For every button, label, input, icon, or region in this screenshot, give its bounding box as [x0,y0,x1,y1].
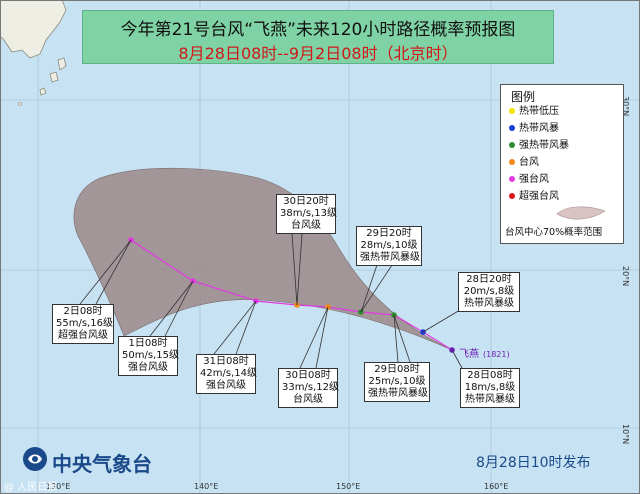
callout-class: 热带风暴级 [465,394,515,405]
callout-class: 强台风级 [128,362,168,373]
callout-class: 强热带风暴级 [360,252,420,263]
legend-item-sts: 强热带风暴 [509,139,569,153]
legend-label: 超强台风 [519,191,559,202]
callout-29d08: 29日08时 25m/s,10级 强热带风暴级 [364,362,430,402]
legend-dot-icon [509,108,515,114]
legend-label: 热带低压 [519,106,559,117]
legend-dot-icon [509,125,515,131]
callout-time: 29日08时 [374,364,420,375]
lat-label-30: 30°N [621,96,630,117]
legend-dot-icon [509,159,515,165]
callout-time: 31日08时 [203,356,249,367]
lon-label-160: 160°E [484,482,509,491]
legend-item-superty: 超强台风 [509,190,559,204]
legend-dot-icon [509,176,515,182]
callout-29d20: 29日20时 28m/s,10级 强热带风暴级 [356,226,422,266]
legend-dot-icon [509,193,515,199]
lon-label-130: 130°E [46,482,71,491]
lat-label-10: 10°N [621,424,630,445]
callout-time: 28日08时 [467,370,513,381]
callout-1d08: 1日08时 50m/s,15级 强台风级 [118,336,179,376]
callout-31d08: 31日08时 42m/s,14级 强台风级 [196,354,257,394]
storm-number: (1821) [483,350,510,359]
legend-label: 强热带风暴 [519,140,569,151]
title-line-2: 8月28日08时--9月2日08时（北京时） [178,44,458,63]
callout-speed: 33m/s,12级 [282,382,339,393]
callout-time: 2日08时 [63,306,103,317]
lon-label-140: 140°E [194,482,219,491]
legend-panel: 图例 热带低压 热带风暴 强热带风暴 台风 强台风 超强台风 台风中心70%概率… [500,84,624,244]
callout-speed: 42m/s,14级 [200,368,257,379]
legend-label: 台风 [519,157,539,168]
storm-name-label: 飞燕 (1821) [459,345,510,360]
cma-logo: 中央气象台 [22,446,192,476]
callout-time: 1日08时 [128,338,168,349]
callout-class: 热带风暴级 [464,298,514,309]
callout-speed: 25m/s,10级 [368,376,426,387]
legend-item-sty: 强台风 [509,173,549,187]
callout-speed: 18m/s,8级 [464,382,516,393]
callout-time: 30日20时 [283,196,329,207]
callout-time: 29日20时 [366,228,412,239]
legend-label: 强台风 [519,174,549,185]
callout-class: 强台风级 [206,380,246,391]
callout-time: 30日08时 [285,370,331,381]
callout-speed: 55m/s,16级 [56,318,113,329]
callout-speed: 28m/s,10级 [360,240,418,251]
lon-label-150: 150°E [336,482,361,491]
map-title: 今年第21号台风“飞燕”未来120小时路径概率预报图 8月28日08时--9月2… [82,10,554,64]
callout-class: 强热带风暴级 [368,388,428,399]
callout-speed: 38m/s,13级 [280,208,337,219]
probability-cone [73,167,453,351]
watermark: @ 人民日报 [4,482,58,493]
lat-label-20: 20°N [621,266,630,287]
agency-name: 中央气象台 [52,452,152,476]
legend-cone-label: 台风中心70%概率范围 [505,227,603,238]
callout-30d20: 30日20时 38m/s,13级 台风级 [276,194,337,234]
callout-28d08: 28日08时 18m/s,8级 热带风暴级 [460,368,520,408]
callout-time: 28日20时 [466,274,512,285]
leader-lines [79,233,463,369]
callout-class: 台风级 [293,394,323,405]
callout-2d08: 2日08时 55m/s,16级 超强台风级 [52,304,114,344]
legend-item-ts: 热带风暴 [509,122,559,136]
callout-class: 超强台风级 [58,330,108,341]
legend-title: 图例 [511,90,536,104]
land-japan [0,0,67,96]
publish-time: 8月28日10时发布 [476,455,591,471]
cone-swatch-icon [556,206,606,220]
cma-emblem-icon [23,447,47,471]
callout-speed: 20m/s,8级 [463,286,515,297]
legend-item-ty: 台风 [509,156,539,170]
title-line-1: 今年第21号台风“飞燕”未来120小时路径概率预报图 [120,20,516,40]
callout-class: 台风级 [291,220,321,231]
legend-dot-icon [509,142,515,148]
callout-30d08: 30日08时 33m/s,12级 台风级 [278,368,339,408]
callout-28d20: 28日20时 20m/s,8级 热带风暴级 [458,272,520,312]
legend-item-td: 热带低压 [509,105,559,119]
legend-label: 热带风暴 [519,123,559,134]
callout-speed: 50m/s,15级 [122,350,179,361]
storm-name: 飞燕 [459,349,479,360]
